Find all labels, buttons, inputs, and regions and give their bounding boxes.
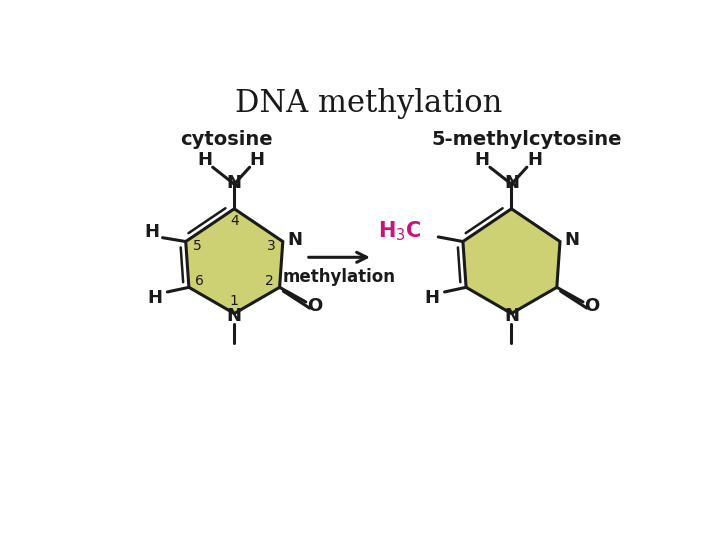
Text: N: N xyxy=(564,231,580,249)
Text: O: O xyxy=(585,297,600,315)
Text: N: N xyxy=(504,307,519,325)
Polygon shape xyxy=(463,209,560,314)
Text: 3: 3 xyxy=(267,239,276,253)
Text: H: H xyxy=(474,151,490,168)
Text: H: H xyxy=(250,151,265,168)
Text: 2: 2 xyxy=(264,274,274,288)
Text: O: O xyxy=(307,297,323,315)
Text: H: H xyxy=(527,151,542,168)
Text: N: N xyxy=(227,307,242,325)
Text: 6: 6 xyxy=(195,274,204,288)
Text: DNA methylation: DNA methylation xyxy=(235,88,503,119)
Text: H: H xyxy=(425,289,440,307)
Text: H$_3$C: H$_3$C xyxy=(378,219,421,242)
Text: H: H xyxy=(148,289,163,307)
Text: 5-methylcytosine: 5-methylcytosine xyxy=(431,130,622,149)
Text: 4: 4 xyxy=(230,214,238,228)
Text: 5: 5 xyxy=(193,239,202,253)
Text: H: H xyxy=(144,224,159,241)
Text: N: N xyxy=(227,174,242,192)
Text: methylation: methylation xyxy=(282,268,395,286)
Text: N: N xyxy=(504,174,519,192)
Text: N: N xyxy=(287,231,302,249)
Text: cytosine: cytosine xyxy=(180,130,273,149)
Text: H: H xyxy=(197,151,212,168)
Text: 1: 1 xyxy=(230,294,239,308)
Polygon shape xyxy=(186,209,283,314)
